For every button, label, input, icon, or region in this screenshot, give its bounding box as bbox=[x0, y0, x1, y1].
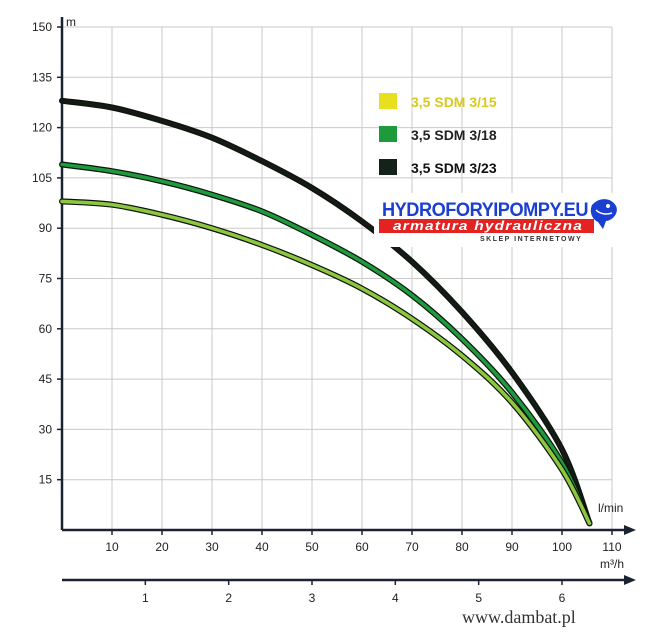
x-tick-label: 20 bbox=[155, 540, 169, 554]
x-tick-label: 110 bbox=[602, 540, 621, 554]
x-tick-label: 70 bbox=[405, 540, 419, 554]
x-tick-label: 10 bbox=[105, 540, 119, 554]
series-curve-3-18 bbox=[60, 162, 592, 526]
legend-label-3-15: 3,5 SDM 3/15 bbox=[411, 94, 497, 110]
x-tick-label: 60 bbox=[355, 540, 369, 554]
x-tick-label: 90 bbox=[505, 540, 519, 554]
x2-axis-label: m³/h bbox=[600, 557, 624, 571]
y-tick-label: 45 bbox=[39, 372, 53, 386]
series-curve-3-23-outline bbox=[59, 97, 593, 527]
x2-axis-arrow bbox=[624, 575, 636, 585]
x2-tick-label: 6 bbox=[559, 591, 566, 605]
legend-swatch-3-18 bbox=[379, 126, 397, 142]
y-axis-label: m bbox=[66, 15, 76, 29]
x-tick-label: 100 bbox=[552, 540, 572, 554]
legend-swatch-3-15 bbox=[379, 93, 397, 109]
y-tick-label: 90 bbox=[39, 221, 53, 235]
footer-site: www.dambat.pl bbox=[462, 607, 576, 627]
y-tick-label: 120 bbox=[32, 121, 52, 135]
logo-subtitle: armatura hydrauliczna bbox=[393, 218, 583, 233]
legend-swatch-3-23 bbox=[379, 159, 397, 175]
hydrofory-logo: HYDROFORYIPOMPY.EU armatura hydrauliczna… bbox=[374, 193, 622, 247]
axes bbox=[57, 17, 636, 585]
legend-label-3-18: 3,5 SDM 3/18 bbox=[411, 127, 497, 143]
y-tick-label: 30 bbox=[39, 422, 53, 436]
y-tick-label: 105 bbox=[32, 171, 52, 185]
legend: 3,5 SDM 3/15 3,5 SDM 3/18 3,5 SDM 3/23 bbox=[379, 93, 497, 176]
x-tick-label: 30 bbox=[205, 540, 219, 554]
logo-title: HYDROFORYIPOMPY.EU bbox=[382, 200, 588, 221]
x2-tick-label: 5 bbox=[475, 591, 482, 605]
x2-tick-label: 3 bbox=[309, 591, 316, 605]
series-curve-3-15 bbox=[60, 199, 592, 526]
series-curve-3-23 bbox=[60, 99, 592, 526]
logo-red-band bbox=[379, 219, 594, 233]
x-tick-label: 40 bbox=[255, 540, 269, 554]
y-tick-label: 60 bbox=[39, 322, 53, 336]
x-axis-arrow bbox=[624, 525, 636, 535]
x2-tick-label: 1 bbox=[142, 591, 149, 605]
x-tick-label: 80 bbox=[455, 540, 469, 554]
y-tick-label: 15 bbox=[39, 473, 53, 487]
logo-tagline: SKLEP INTERNETOWY bbox=[480, 236, 582, 243]
y-tick-label: 150 bbox=[32, 20, 52, 34]
fish-icon bbox=[590, 199, 617, 229]
x-axis-label: l/min bbox=[598, 501, 623, 515]
x-tick-label: 50 bbox=[305, 540, 319, 554]
y-tick-label: 135 bbox=[32, 70, 52, 84]
x2-tick-label: 4 bbox=[392, 591, 399, 605]
series-curve-3-15-outline bbox=[59, 198, 593, 527]
series-curves bbox=[59, 97, 593, 527]
y-tick-label: 75 bbox=[39, 272, 53, 286]
legend-label-3-23: 3,5 SDM 3/23 bbox=[411, 160, 497, 176]
x2-tick-label: 2 bbox=[225, 591, 232, 605]
